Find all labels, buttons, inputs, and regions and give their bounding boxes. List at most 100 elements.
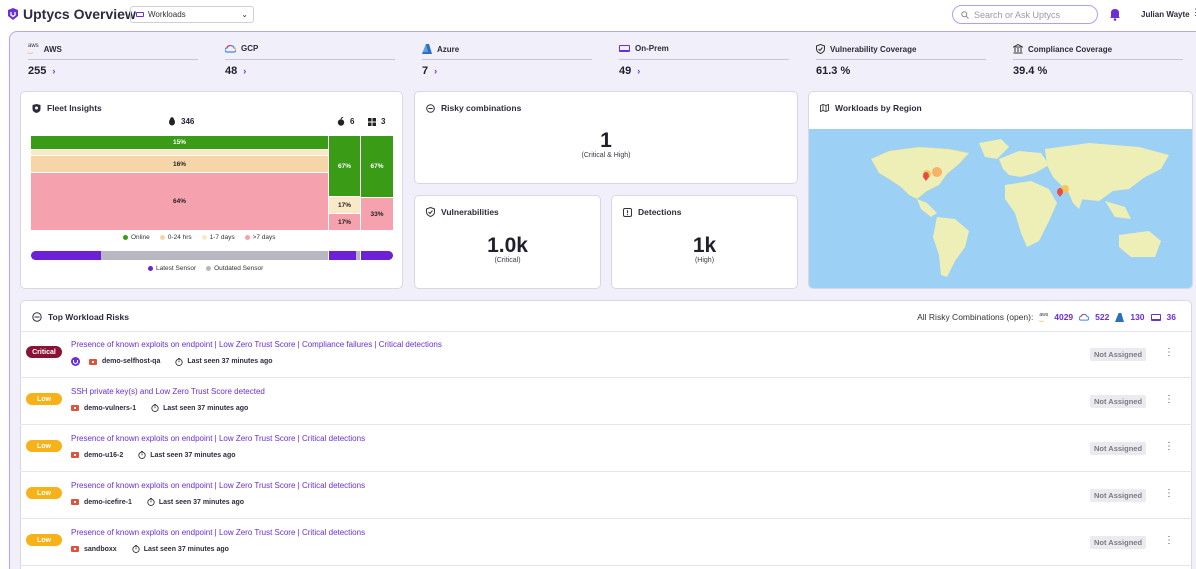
top-workload-risks-title: Top Workload Risks xyxy=(32,312,129,322)
clock-icon xyxy=(138,451,146,459)
risk-title[interactable]: Presence of known exploits on endpoint |… xyxy=(71,481,366,490)
kebab-menu-icon[interactable]: ⋮ xyxy=(1164,535,1174,546)
chevron-right-icon[interactable]: › xyxy=(434,66,438,76)
world-map[interactable] xyxy=(809,129,1193,289)
clock-icon xyxy=(147,498,155,506)
workload-select[interactable]: Workloads ⌄ xyxy=(130,6,254,23)
stat-label: AWS xyxy=(43,44,62,54)
vulnerabilities-value: 1.0k xyxy=(487,234,528,257)
stat-label: On-Prem xyxy=(635,44,669,53)
map-pin-icon xyxy=(1057,188,1063,197)
fleet-insights-card: Fleet Insights 346 6 3 15% 16% 64% 67% 1… xyxy=(20,91,403,289)
apple-icon xyxy=(337,117,345,126)
chevron-right-icon[interactable]: › xyxy=(243,66,247,76)
risk-row[interactable]: Critical Presence of known exploits on e… xyxy=(20,331,1192,378)
risk-title[interactable]: Presence of known exploits on endpoint |… xyxy=(71,434,366,443)
vulnerabilities-card[interactable]: Vulnerabilities 1.0k (Critical) xyxy=(414,195,601,289)
detections-value: 1k xyxy=(692,234,717,257)
risky-combinations-title: Risky combinations xyxy=(426,103,521,113)
severity-badge: Low xyxy=(26,534,62,546)
host-name[interactable]: demo-vulners-1 xyxy=(84,404,137,412)
stat-gcp[interactable]: GCP 48 › xyxy=(225,44,395,78)
fleet-linux-week[interactable] xyxy=(31,150,328,155)
assign-status[interactable]: Not Assigned xyxy=(1090,489,1147,502)
risk-row[interactable]: Low SSH private key(s) and Low Zero Trus… xyxy=(20,378,1192,425)
kebab-menu-icon[interactable]: ⋮ xyxy=(1164,441,1174,452)
risk-title[interactable]: SSH private key(s) and Low Zero Trust Sc… xyxy=(71,387,265,396)
risk-title[interactable]: Presence of known exploits on endpoint |… xyxy=(71,528,366,537)
risky-combinations-card[interactable]: Risky combinations 1 (Critical & High) xyxy=(414,91,798,184)
clock-icon xyxy=(151,404,159,412)
assign-status[interactable]: Not Assigned xyxy=(1090,536,1147,549)
sensor-legend: Latest Sensor Outdated Sensor xyxy=(148,265,263,272)
risk-row[interactable]: Low Presence of known exploits on endpoi… xyxy=(20,519,1192,566)
sensor-latest-linux[interactable] xyxy=(31,251,101,260)
bell-icon[interactable] xyxy=(1109,8,1121,21)
host-name[interactable]: demo-icefire-1 xyxy=(84,498,132,506)
assign-status[interactable]: Not Assigned xyxy=(1090,442,1147,455)
sensor-latest-windows[interactable] xyxy=(361,251,393,260)
stat-aws[interactable]: aws ‿ AWS 255 › xyxy=(28,43,198,78)
sensor-latest-apple[interactable] xyxy=(329,251,356,260)
assign-status[interactable]: Not Assigned xyxy=(1090,395,1147,408)
top-bar: Uptycs Overview Workloads ⌄ Search or As… xyxy=(0,0,1196,30)
stat-compliance-coverage: Compliance Coverage 39.4 % xyxy=(1013,44,1183,78)
user-menu-icon[interactable]: ⋮ xyxy=(1191,7,1196,17)
azure-icon xyxy=(1115,312,1125,322)
stat-azure[interactable]: Azure 7 › xyxy=(422,44,592,78)
kebab-menu-icon[interactable]: ⋮ xyxy=(1164,394,1174,405)
fleet-linux-old[interactable]: 64% xyxy=(31,173,328,230)
gcp-risk-count[interactable]: 522 xyxy=(1095,312,1110,322)
risky-caption: (Critical & High) xyxy=(581,152,631,159)
onprem-risk-count[interactable]: 36 xyxy=(1166,312,1176,322)
aws-icon: aws ‿ xyxy=(1039,312,1049,322)
chevron-right-icon[interactable]: › xyxy=(637,66,641,76)
laptop-icon xyxy=(136,12,144,17)
chevron-right-icon[interactable]: › xyxy=(52,66,56,76)
fleet-linux-recent[interactable]: 16% xyxy=(31,156,328,172)
chevron-down-icon: ⌄ xyxy=(241,10,248,19)
top-workload-risks-card: Top Workload Risks All Risky Combination… xyxy=(20,300,1192,569)
sensor-outdated-apple[interactable] xyxy=(356,251,360,260)
fleet-apple-week[interactable]: 17% xyxy=(329,197,360,213)
alert-square-icon xyxy=(623,207,632,217)
stat-label: Azure xyxy=(437,44,460,54)
fleet-windows-old[interactable]: 33% xyxy=(361,198,393,230)
kebab-menu-icon[interactable]: ⋮ xyxy=(1164,488,1174,499)
risk-row[interactable]: Low Presence of known exploits on endpoi… xyxy=(20,425,1192,472)
fleet-linux-online[interactable]: 15% xyxy=(31,136,328,149)
fleet-windows-online[interactable]: 67% xyxy=(361,136,393,197)
sensor-outdated-linux[interactable] xyxy=(101,251,328,260)
user-name[interactable]: Julian Wayte xyxy=(1141,10,1190,19)
linux-icon xyxy=(169,117,175,126)
shield-icon xyxy=(816,44,825,54)
stat-value: 61.3 % xyxy=(816,65,851,77)
severity-badge: Critical xyxy=(26,346,62,358)
azure-risk-count[interactable]: 130 xyxy=(1130,312,1145,322)
risk-row[interactable]: Low Presence of known exploits on endpoi… xyxy=(20,472,1192,519)
aws-risk-count[interactable]: 4029 xyxy=(1054,312,1074,322)
host-name[interactable]: demo-u16-2 xyxy=(84,451,124,459)
stat-value: 39.4 % xyxy=(1013,65,1048,77)
all-risky-label: All Risky Combinations (open): xyxy=(917,312,1034,322)
stat-label: GCP xyxy=(241,44,259,53)
risk-meta: demo-vulners-1 Last seen 37 minutes ago xyxy=(71,404,248,412)
fleet-apple-old[interactable]: 17% xyxy=(329,214,360,230)
region-cluster-marker xyxy=(1061,185,1069,193)
host-name[interactable]: demo-selfhost-qa xyxy=(102,358,161,365)
search-input[interactable]: Search or Ask Uptycs xyxy=(952,5,1098,24)
assign-status[interactable]: Not Assigned xyxy=(1090,348,1147,361)
last-seen: Last seen 37 minutes ago xyxy=(163,404,249,412)
host-name[interactable]: sandboxx xyxy=(84,545,117,553)
risk-title[interactable]: Presence of known exploits on endpoint |… xyxy=(71,340,442,349)
workloads-by-region-card: Workloads by Region xyxy=(808,91,1193,289)
kebab-menu-icon[interactable]: ⋮ xyxy=(1164,347,1174,358)
windows-count: 3 xyxy=(368,117,385,126)
legend-7plus: >7 days xyxy=(244,234,276,241)
detections-caption: (High) xyxy=(694,257,715,264)
stat-onprem[interactable]: On-Prem 49 › xyxy=(619,44,789,78)
fleet-apple-online[interactable]: 67% xyxy=(329,136,360,196)
detections-card[interactable]: Detections 1k (High) xyxy=(611,195,798,289)
severity-badge: Low xyxy=(26,487,62,499)
severity-badge: Low xyxy=(26,440,62,452)
